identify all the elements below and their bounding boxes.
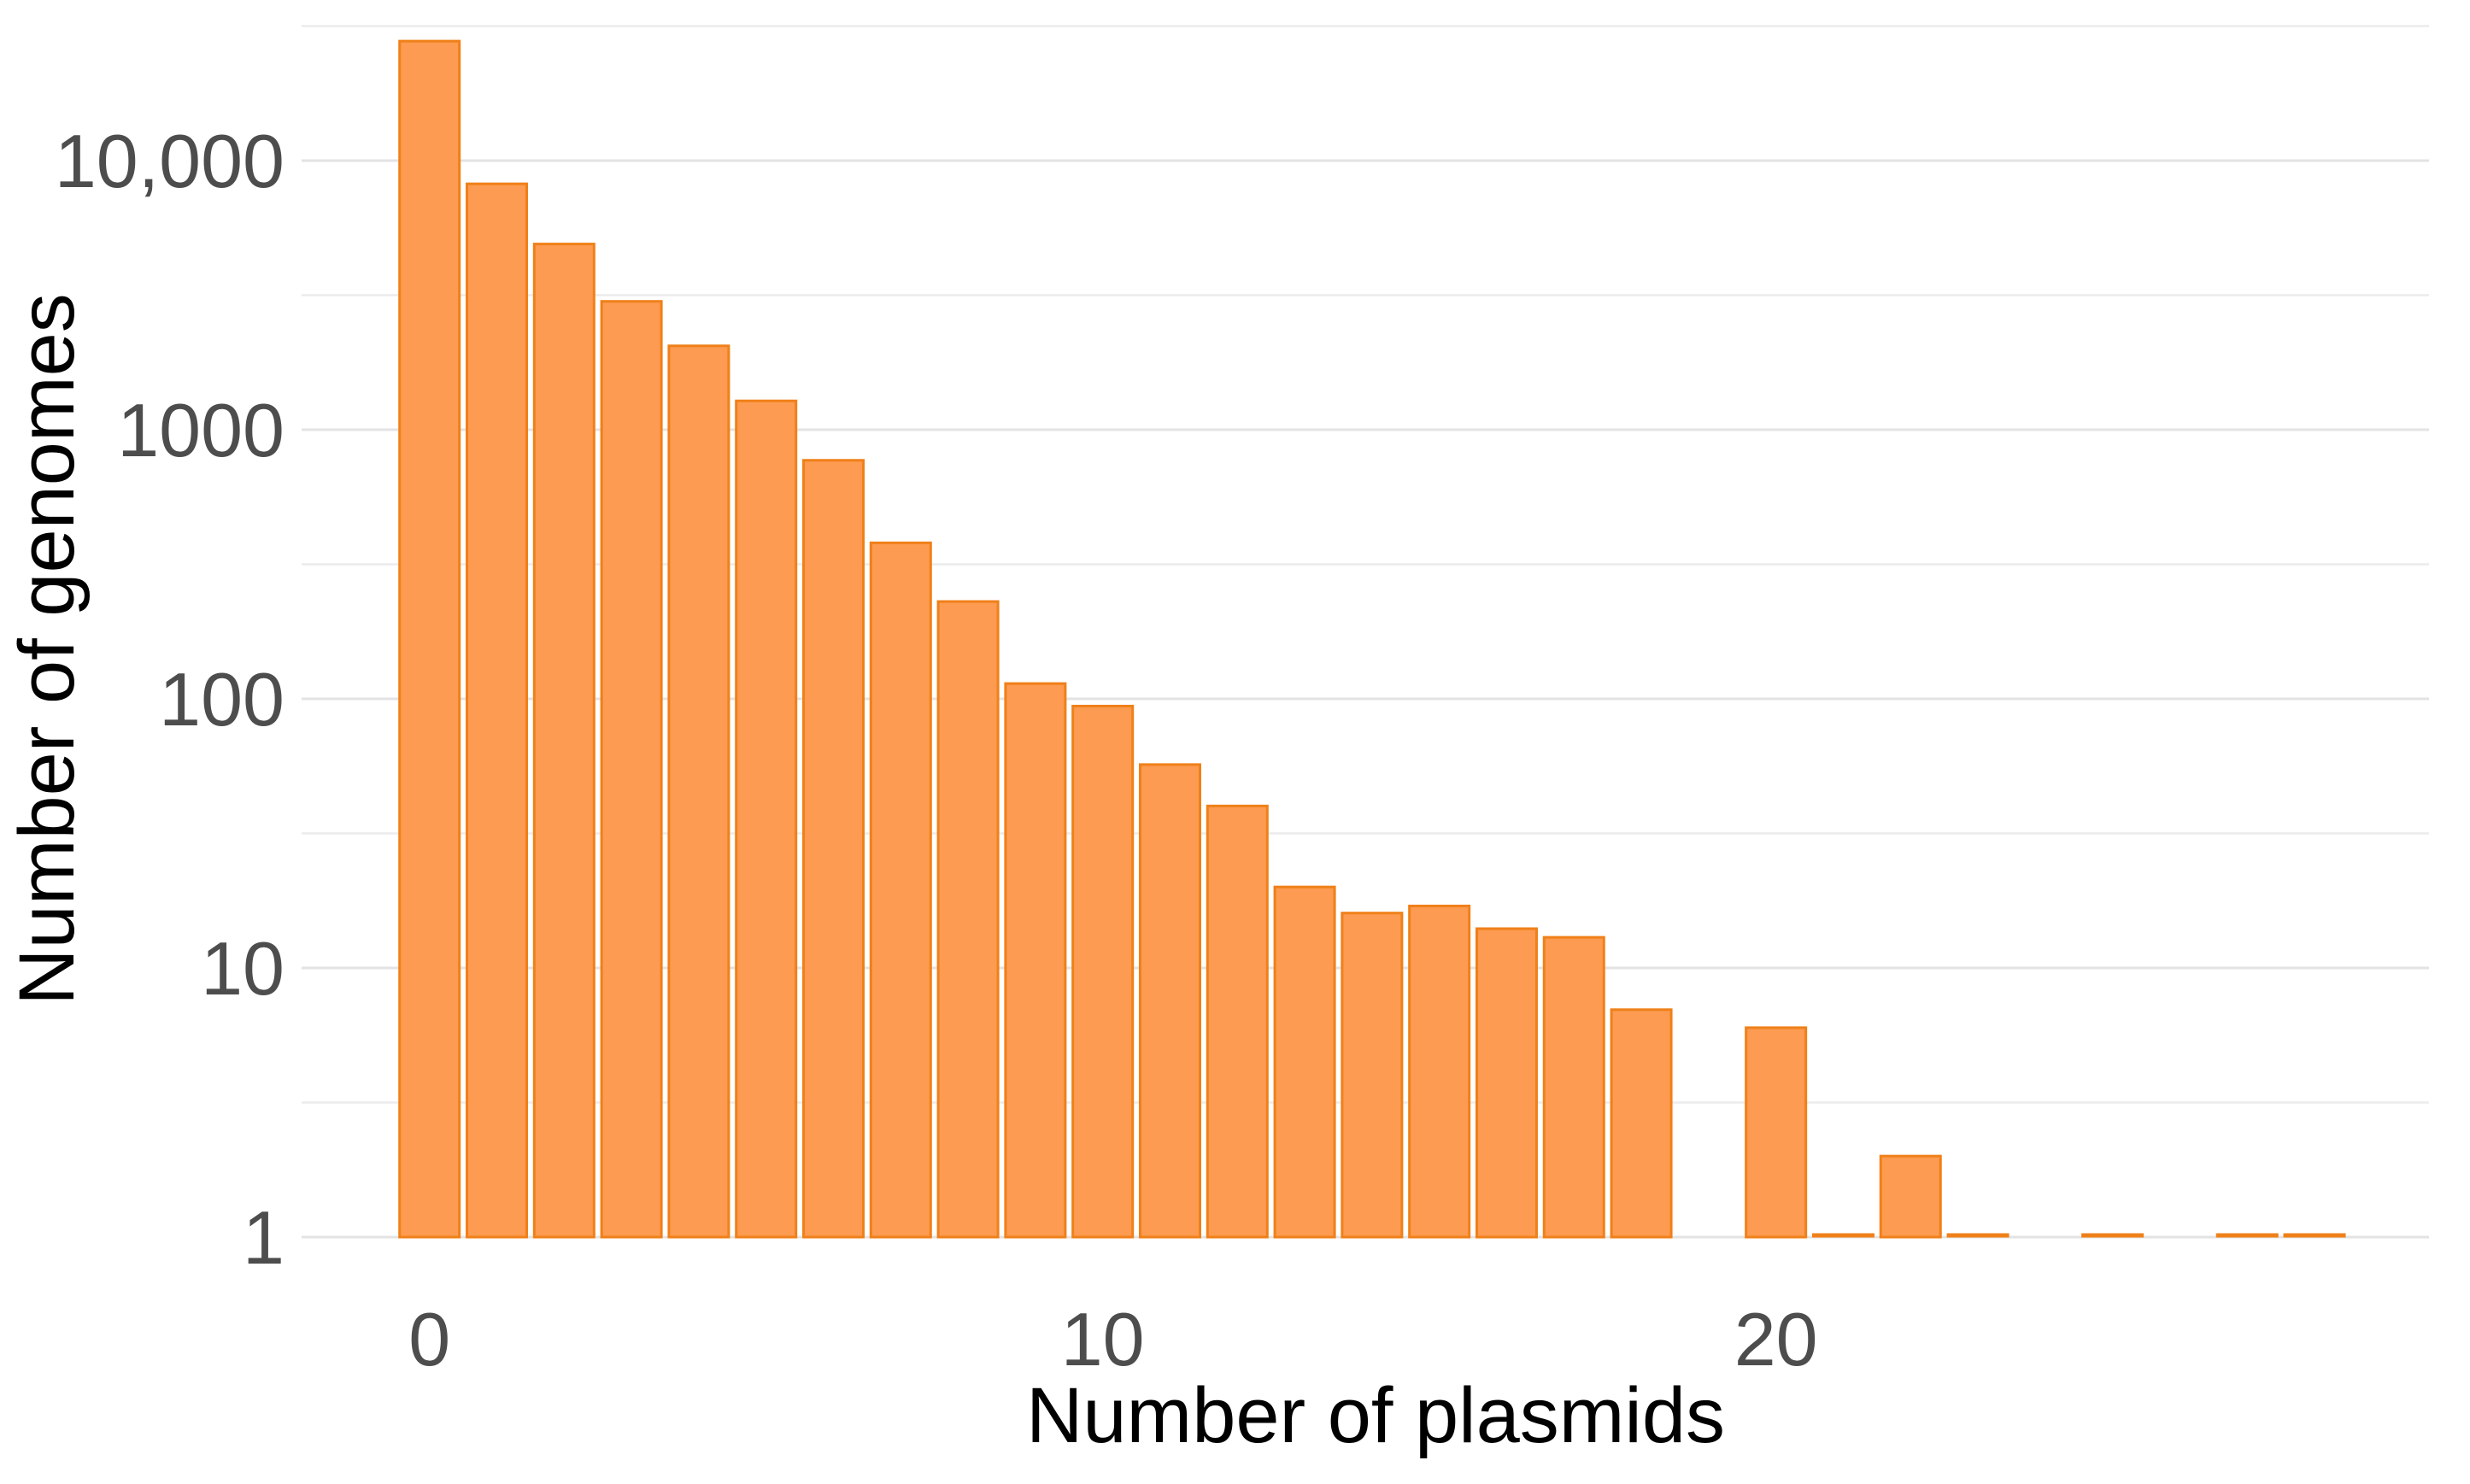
bar-x27: [2215, 1233, 2279, 1238]
bar-x18: [1610, 1008, 1673, 1239]
bar-x22: [1879, 1154, 1942, 1239]
bar-x6: [802, 459, 865, 1239]
y-tick-label: 100: [159, 657, 285, 742]
bar-x14: [1341, 912, 1404, 1239]
bar-x23: [1946, 1233, 2009, 1238]
bar-x7: [869, 541, 932, 1239]
x-tick-label: 20: [1734, 1297, 1818, 1381]
bar-x11: [1138, 763, 1201, 1239]
bar-x12: [1206, 804, 1269, 1239]
bar-x3: [600, 300, 663, 1239]
y-tick-label: 10,000: [55, 119, 285, 203]
y-tick-label: 1: [243, 1195, 285, 1280]
bar-x28: [2283, 1233, 2346, 1238]
bar-x4: [667, 344, 730, 1239]
bar-x1: [466, 182, 529, 1239]
bar-x13: [1273, 885, 1336, 1239]
bar-x17: [1542, 936, 1605, 1239]
bar-x21: [1811, 1233, 1875, 1238]
bar-x16: [1475, 927, 1538, 1239]
x-tick-label: 10: [1061, 1297, 1145, 1381]
bar-x10: [1071, 704, 1135, 1239]
axis-labels: 1 10 100 1000 10,000 0 10 20: [55, 119, 1818, 1381]
y-axis-title: Number of genomes: [3, 293, 91, 1006]
bars: [398, 39, 2346, 1239]
y-tick-label: 10: [201, 926, 285, 1011]
bar-x2: [532, 243, 595, 1239]
bar-x5: [735, 399, 798, 1239]
bar-x15: [1408, 904, 1471, 1239]
bar-x0: [398, 39, 461, 1239]
bar-x25: [2081, 1233, 2144, 1238]
bar-x20: [1745, 1026, 1808, 1239]
bar-x9: [1004, 682, 1067, 1239]
y-tick-label: 1000: [117, 388, 285, 472]
x-axis-title: Number of plasmids: [1026, 1372, 1725, 1459]
bar-x8: [936, 600, 1000, 1239]
x-tick-label: 0: [408, 1297, 450, 1381]
